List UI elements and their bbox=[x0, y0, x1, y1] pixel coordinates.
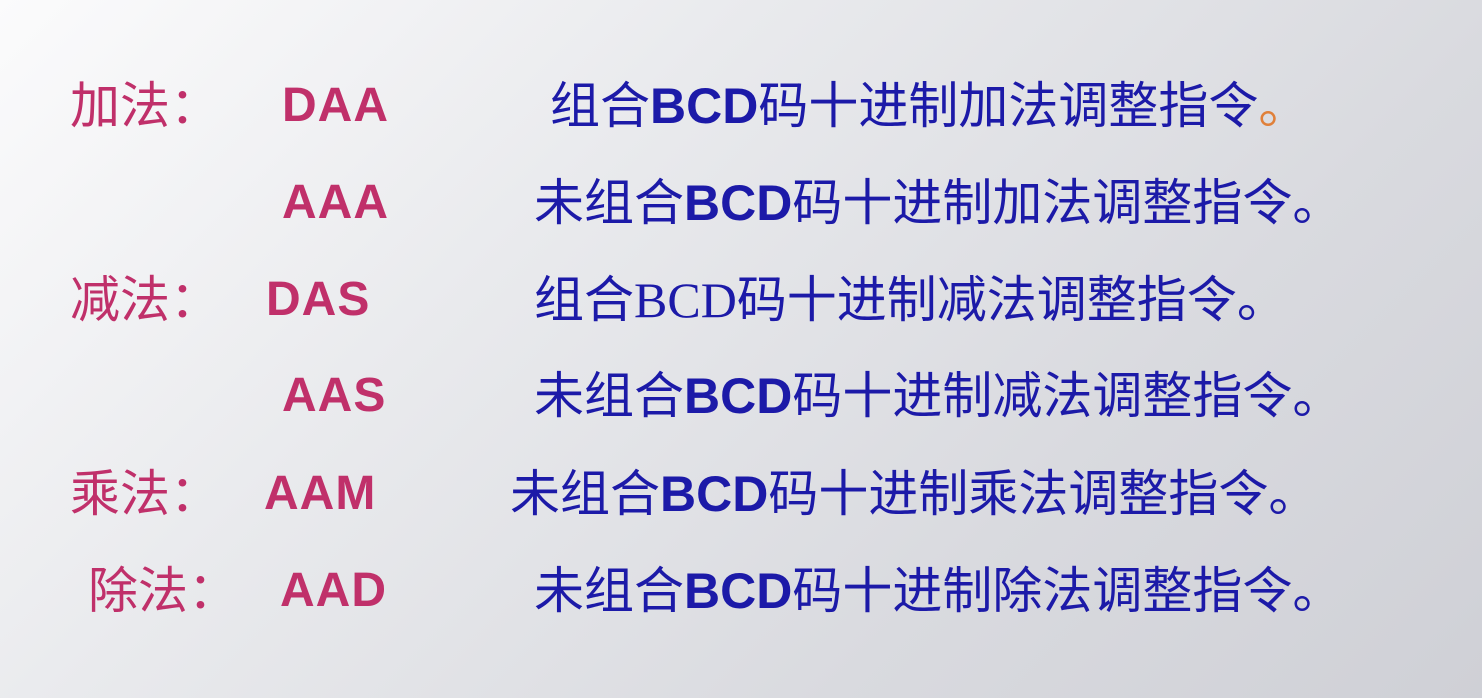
mnemonic-das: DAS bbox=[266, 273, 371, 326]
description-suffix: 码十进制减法调整指令 bbox=[792, 367, 1293, 425]
description-period: 。 bbox=[1236, 271, 1287, 329]
instruction-row-daa: 加法： DAA 组合BCD码十进制加法调整指令。 bbox=[0, 68, 1482, 148]
description-daa: 组合BCD码十进制加法调整指令。 bbox=[550, 76, 1308, 136]
description-prefix: 未组合 bbox=[534, 367, 684, 425]
operation-label-divide: 除法： bbox=[88, 562, 238, 620]
description-prefix: 未组合 bbox=[534, 174, 684, 232]
instruction-row-aas: AAS 未组合BCD码十进制减法调整指令。 bbox=[0, 358, 1482, 438]
description-bcd: BCD bbox=[684, 563, 793, 619]
description-prefix: 组合 bbox=[534, 271, 634, 329]
instruction-row-aaa: AAA 未组合BCD码十进制加法调整指令。 bbox=[0, 165, 1482, 245]
description-bcd: BCD bbox=[650, 78, 759, 134]
description-suffix: 码十进制加法调整指令 bbox=[758, 77, 1259, 135]
description-prefix: 组合 bbox=[550, 77, 650, 135]
mnemonic-aad: AAD bbox=[280, 564, 387, 617]
description-aas: 未组合BCD码十进制减法调整指令。 bbox=[534, 366, 1342, 426]
operation-label-multiply: 乘法： bbox=[70, 465, 220, 523]
mnemonic-aaa: AAA bbox=[282, 176, 389, 229]
description-suffix: 码十进制乘法调整指令 bbox=[768, 465, 1269, 523]
operation-label-subtract: 减法： bbox=[70, 271, 220, 329]
instruction-row-aad: 除法： AAD 未组合BCD码十进制除法调整指令。 bbox=[0, 553, 1482, 633]
mnemonic-aas: AAS bbox=[282, 369, 387, 422]
description-das: 组合BCD码十进制减法调整指令。 bbox=[534, 270, 1287, 330]
description-suffix: 码十进制除法调整指令 bbox=[792, 562, 1293, 620]
description-aam: 未组合BCD码十进制乘法调整指令。 bbox=[510, 464, 1318, 524]
description-period: 。 bbox=[1292, 367, 1343, 425]
description-suffix: 码十进制减法调整指令 bbox=[736, 271, 1237, 329]
operation-label-add: 加法： bbox=[70, 77, 220, 135]
mnemonic-aam: AAM bbox=[264, 467, 377, 520]
description-bcd: BCD bbox=[660, 466, 769, 522]
description-bcd: BCD bbox=[684, 175, 793, 231]
description-aaa: 未组合BCD码十进制加法调整指令。 bbox=[534, 173, 1342, 233]
description-period: 。 bbox=[1292, 174, 1343, 232]
description-period: 。 bbox=[1258, 77, 1309, 135]
mnemonic-daa: DAA bbox=[282, 79, 389, 132]
description-period: 。 bbox=[1268, 465, 1319, 523]
description-aad: 未组合BCD码十进制除法调整指令。 bbox=[534, 561, 1342, 621]
instruction-row-das: 减法： DAS 组合BCD码十进制减法调整指令。 bbox=[0, 262, 1482, 342]
description-bcd: BCD bbox=[634, 272, 737, 328]
description-prefix: 未组合 bbox=[534, 562, 684, 620]
description-period: 。 bbox=[1292, 562, 1343, 620]
description-prefix: 未组合 bbox=[510, 465, 660, 523]
description-bcd: BCD bbox=[684, 368, 793, 424]
description-suffix: 码十进制加法调整指令 bbox=[792, 174, 1293, 232]
instruction-row-aam: 乘法： AAM 未组合BCD码十进制乘法调整指令。 bbox=[0, 456, 1482, 536]
